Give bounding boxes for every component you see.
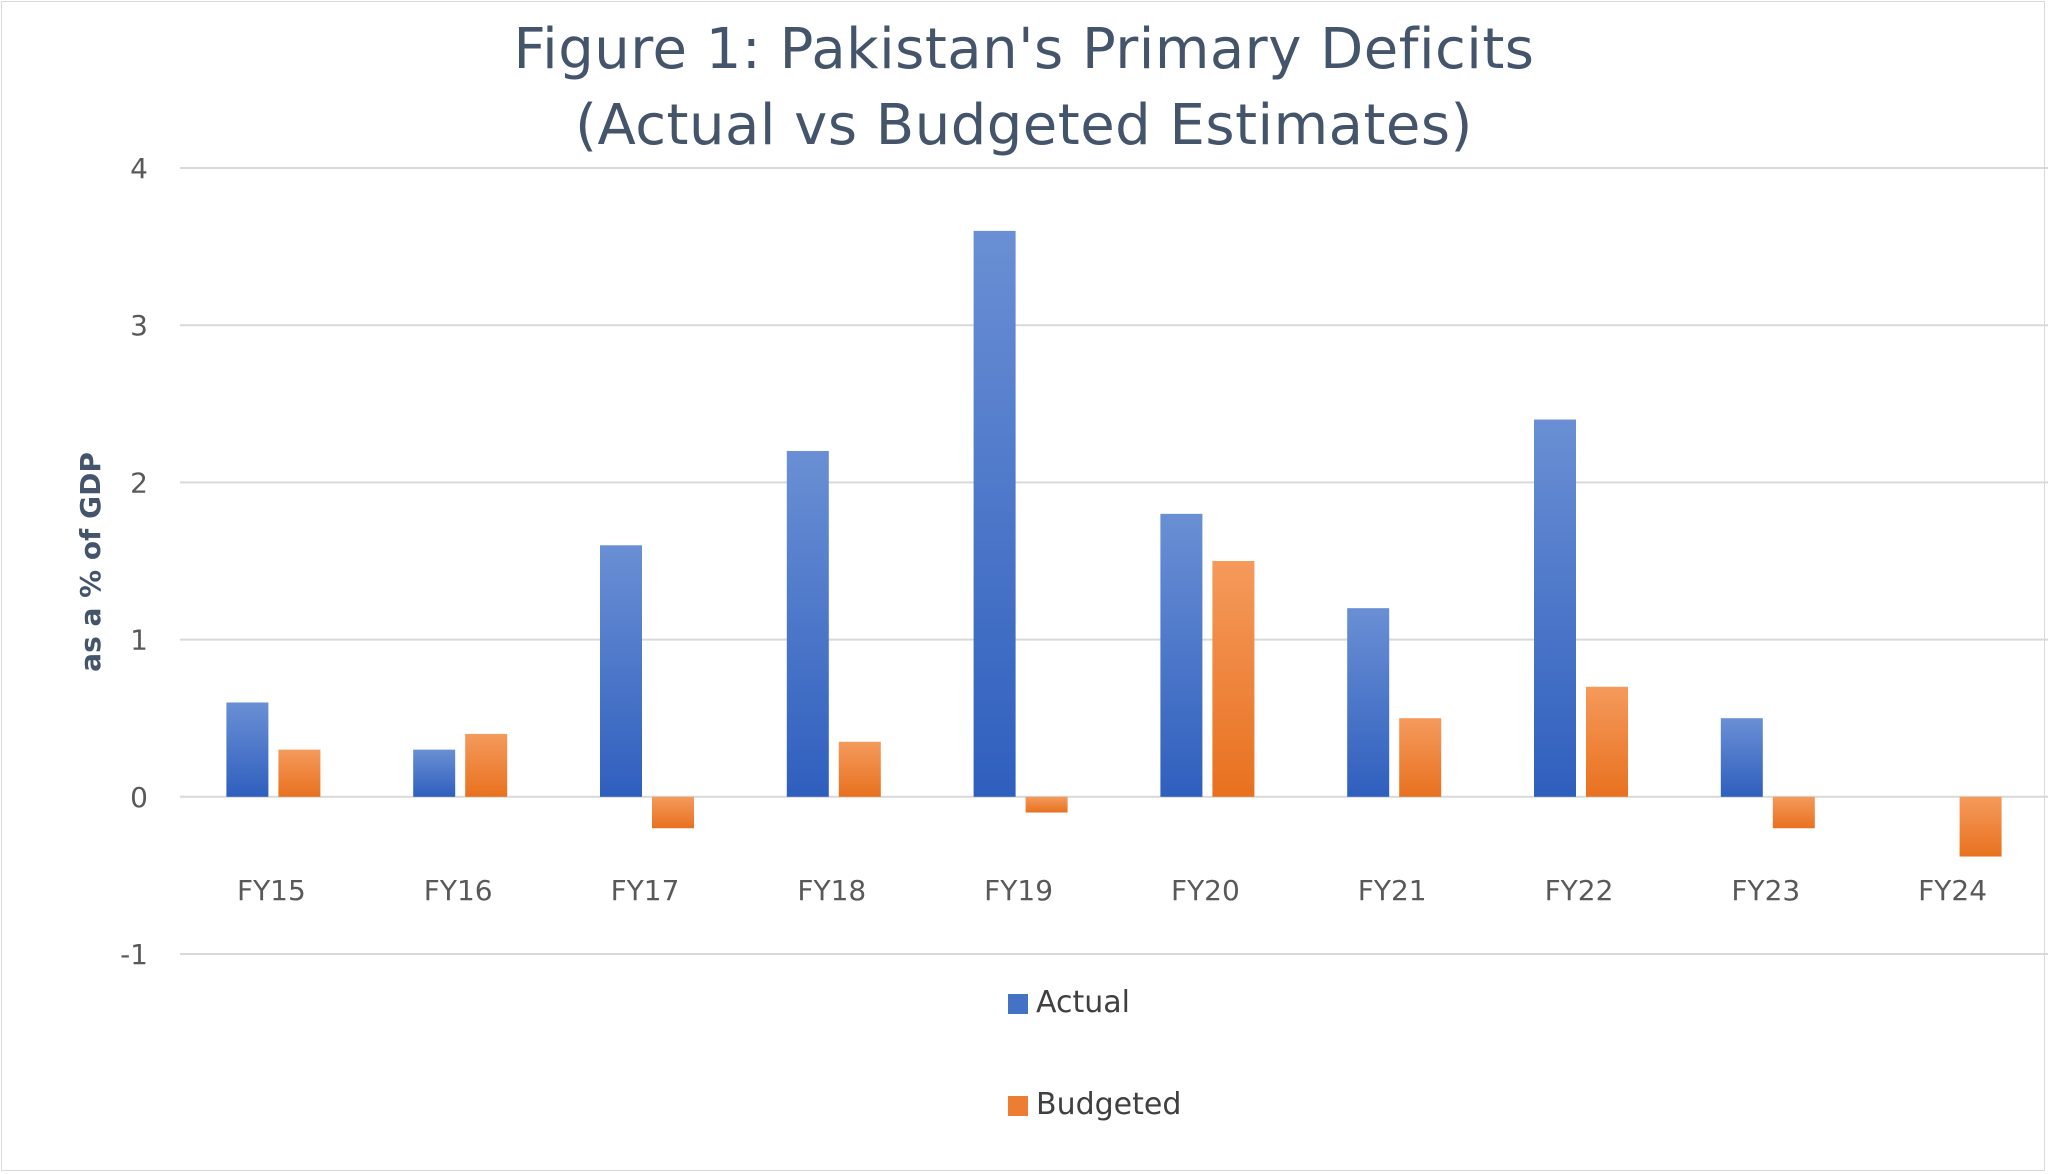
bar-budgeted-fy16 [465, 733, 508, 797]
bar-actual-fy21 [1347, 608, 1390, 797]
bar-actual-fy19 [973, 230, 1016, 797]
bar-budgeted-fy21 [1399, 718, 1442, 797]
bar-budgeted-fy23 [1772, 796, 1815, 829]
y-tick-label: -1 [120, 938, 148, 971]
bars [226, 230, 2002, 857]
y-tick-label: 4 [130, 152, 148, 185]
y-tick-label: 1 [130, 624, 148, 657]
bar-budgeted-fy24 [1959, 796, 2002, 857]
x-tick-label: FY22 [1545, 874, 1614, 907]
bar-budgeted-fy17 [652, 796, 694, 829]
y-tick-label: 3 [130, 309, 148, 342]
legend-item-budgeted: Budgeted [1008, 1087, 1181, 1122]
x-tick-label: FY19 [984, 874, 1053, 907]
legend: Actual Budgeted [1008, 985, 1181, 1122]
bar-actual-fy18 [786, 450, 829, 797]
chart-title-line-2: (Actual vs Budgeted Estimates) [575, 93, 1473, 158]
legend-swatch [1008, 1096, 1028, 1116]
bar-actual-fy23 [1720, 718, 1763, 797]
legend-item-actual: Actual [1008, 985, 1130, 1020]
bar-budgeted-fy15 [278, 749, 321, 797]
chart-title: Figure 1: Pakistan's Primary Deficits (A… [0, 12, 2048, 164]
bar-budgeted-fy20 [1212, 561, 1255, 797]
y-tick-label: 2 [130, 466, 148, 499]
bar-budgeted-fy18 [838, 741, 881, 797]
bar-budgeted-fy19 [1025, 796, 1068, 813]
bar-budgeted-fy22 [1586, 686, 1628, 797]
bar-actual-fy22 [1534, 419, 1576, 797]
bar-actual-fy16 [413, 749, 456, 797]
x-tick-label: FY21 [1358, 874, 1427, 907]
legend-swatch [1008, 994, 1028, 1014]
bar-actual-fy15 [226, 702, 269, 797]
x-axis-ticks: FY15 FY16 FY17 FY18 FY19 FY20 FY21 FY22 FY23 FY24 [237, 874, 1987, 907]
x-tick-label: FY20 [1171, 874, 1240, 907]
x-tick-label: FY24 [1918, 874, 1987, 907]
y-axis-ticks: 4 3 2 1 0 -1 [120, 152, 148, 971]
y-axis-label: as a % of GDP [74, 452, 107, 672]
legend-label: Actual [1036, 985, 1130, 1020]
x-tick-label: FY17 [611, 874, 680, 907]
gridlines [180, 167, 2048, 955]
chart-title-line-1: Figure 1: Pakistan's Primary Deficits [513, 17, 1535, 82]
x-tick-label: FY18 [797, 874, 866, 907]
x-tick-label: FY15 [237, 874, 306, 907]
y-tick-label: 0 [130, 781, 148, 814]
legend-label: Budgeted [1036, 1087, 1181, 1122]
x-tick-label: FY16 [424, 874, 493, 907]
bar-actual-fy17 [600, 545, 642, 797]
bar-actual-fy20 [1160, 513, 1203, 797]
x-tick-label: FY23 [1731, 874, 1800, 907]
